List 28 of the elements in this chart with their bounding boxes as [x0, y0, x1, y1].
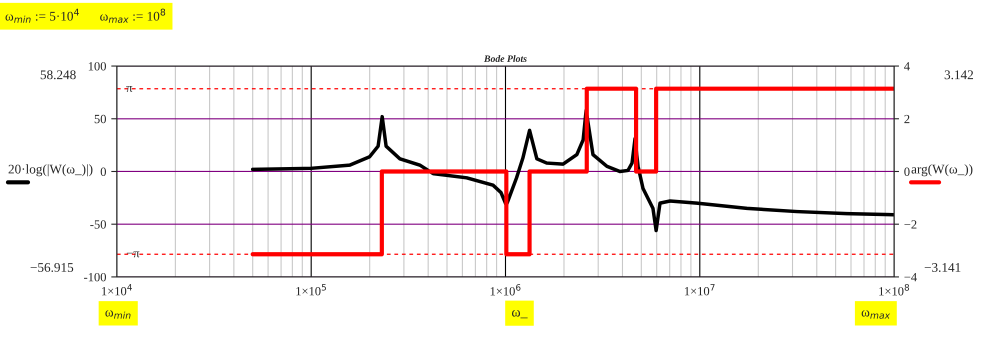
y-tick-label: 0: [100, 168, 106, 176]
y2-tick-label: −2: [904, 220, 916, 229]
y2-tick-label: −4: [904, 273, 917, 282]
text: ω$_{max}$: [862, 310, 890, 319]
text: ω$_{min}$: [105, 310, 130, 319]
y-tick-label: -100: [84, 272, 106, 282]
ref-line-label: π: [126, 86, 132, 92]
text: 3.142: [944, 70, 974, 80]
y2-tick-label: 4: [904, 62, 910, 70]
x-tick-label: 1×10$^{8}$: [879, 284, 910, 296]
text: −56.915: [30, 263, 74, 272]
x-tick-label: 1×10$^{5}$: [296, 284, 326, 296]
chart-title: Bode Plots: [484, 55, 527, 62]
x-axis-title: ω_: [512, 310, 528, 318]
text: 58.248: [40, 70, 76, 80]
y-tick-label: -50: [90, 220, 106, 229]
y2-tick-label: 2: [904, 114, 910, 124]
y-tick-label: 100: [88, 62, 106, 71]
y2-tick-label: 0: [904, 168, 910, 176]
ref-line-label: −π: [126, 252, 140, 258]
text: −3.141: [924, 263, 960, 272]
text: ω$_{min}$ := 5·10$^{4}$ ω$_{max}$ := 10$^{8}$: [6, 8, 166, 23]
y-tick-label: 50: [94, 114, 106, 124]
y-axis-title: 20·log(|W(ω_)|): [8, 164, 92, 176]
x-tick-label: 1×10$^{6}$: [490, 284, 520, 296]
x-tick-label: 1×10$^{7}$: [684, 284, 715, 296]
y2-axis-title: arg(W(ω_)): [912, 164, 972, 176]
x-tick-label: 1×10$^{4}$: [102, 284, 132, 296]
